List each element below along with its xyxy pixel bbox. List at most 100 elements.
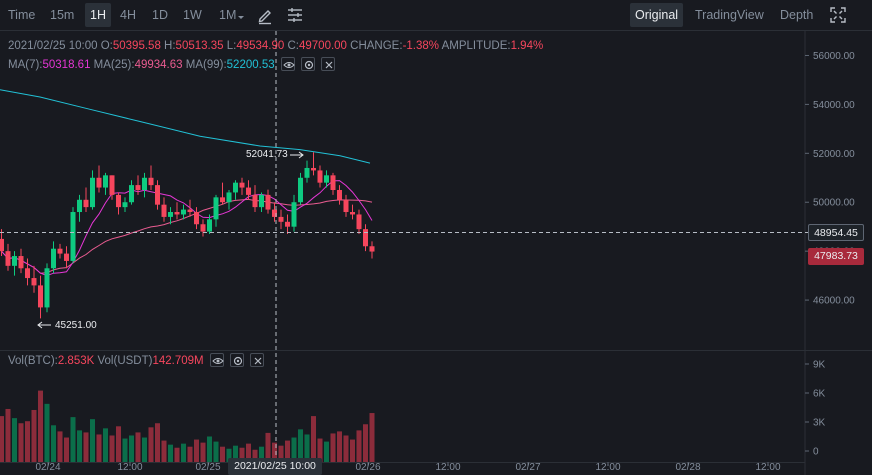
settings-sliders-icon[interactable]: [285, 5, 305, 25]
view-tradingview[interactable]: TradingView: [695, 8, 764, 22]
volume-bar: [369, 413, 375, 462]
interval-15m[interactable]: 15m: [50, 8, 75, 22]
ma99-value: 52200.53: [226, 59, 275, 72]
volume-bar: [77, 430, 82, 462]
ma7-line: [1, 180, 373, 277]
volume-bar: [272, 442, 277, 462]
settings-icon[interactable]: [301, 57, 316, 71]
interval-4h[interactable]: 4H: [120, 8, 136, 22]
volume-bar: [109, 435, 115, 462]
volume-bar: [83, 432, 89, 462]
candle-body: [363, 229, 368, 247]
candle-body: [116, 194, 121, 208]
ma25-label: MA(25):: [93, 59, 135, 72]
close-icon[interactable]: [250, 353, 265, 367]
volume-bar: [122, 438, 128, 462]
time-tick-label: 02/26: [355, 462, 380, 473]
volume-bar: [168, 444, 173, 462]
volume-bar: [304, 434, 310, 462]
ma25-value: 49934.63: [134, 59, 183, 72]
ma99-line: [0, 89, 371, 164]
volume-bar: [18, 423, 24, 462]
volume-bar: [90, 419, 95, 462]
volume-bar: [252, 449, 258, 462]
interval-1w[interactable]: 1W: [183, 8, 202, 22]
interval-1d[interactable]: 1D: [152, 8, 168, 22]
volume-bar: [25, 421, 30, 462]
volume-bar: [5, 408, 11, 462]
interval-1h[interactable]: 1H: [85, 3, 111, 27]
ma99-label: MA(99):: [185, 59, 227, 72]
volume-bar: [207, 436, 212, 462]
chart-toolbar: Time 15m 1H 4H 1D 1W 1M Original Trading…: [0, 0, 872, 31]
candle-body: [96, 177, 102, 188]
volume-bar: [181, 443, 186, 462]
candle-body: [64, 253, 69, 261]
candle-body: [70, 212, 76, 261]
volume-bar: [64, 437, 69, 462]
volume-bar: [298, 429, 303, 462]
high-arrow: [290, 151, 304, 159]
volume-bar: [38, 390, 43, 462]
fullscreen-icon[interactable]: [828, 5, 848, 25]
candle-body: [187, 209, 193, 213]
candle-body: [330, 175, 336, 190]
candle-body: [350, 212, 355, 215]
volume-bar: [155, 423, 160, 462]
price-tick-label: 52000.00: [813, 149, 855, 160]
close-label: C:: [287, 40, 299, 52]
candle-body: [174, 212, 180, 215]
high-price-label: 52041.73: [246, 149, 288, 160]
volume-bar: [324, 441, 329, 462]
volume-bar: [161, 440, 167, 462]
low-value: 49534.90: [236, 40, 285, 52]
volume-bar: [194, 439, 199, 462]
interval-time[interactable]: Time: [8, 8, 36, 22]
chevron-down-icon[interactable]: [238, 16, 244, 19]
candle-body: [311, 167, 316, 171]
volume-bar: [200, 442, 206, 462]
volume-bar: [330, 433, 336, 462]
candle-body: [0, 238, 4, 252]
candle-body: [83, 199, 89, 208]
vol-usdt-label: Vol(USDT): [97, 355, 153, 368]
time-tick-label: 12:00: [435, 462, 460, 473]
view-original[interactable]: Original: [630, 3, 684, 27]
volume-bar: [337, 431, 342, 462]
close-icon[interactable]: [321, 57, 336, 71]
volume-bar: [174, 447, 180, 462]
close-value: 49700.00: [298, 40, 347, 52]
candle-body: [18, 256, 24, 269]
settings-icon[interactable]: [230, 353, 245, 367]
volume-bar: [259, 446, 264, 462]
eye-icon[interactable]: [280, 57, 295, 71]
candle-body: [103, 175, 108, 188]
eye-icon[interactable]: [209, 353, 224, 367]
view-depth[interactable]: Depth: [780, 8, 814, 22]
volume-bar: [233, 445, 238, 462]
volume-bar: [343, 435, 349, 462]
interval-1m[interactable]: 1M: [219, 8, 237, 22]
volume-bar: [51, 425, 56, 462]
volume-bar: [239, 447, 245, 462]
ma7-label: MA(7):: [8, 59, 43, 72]
candle-body: [291, 202, 297, 227]
candle-body: [148, 177, 154, 186]
vol-btc-label: Vol(BTC):: [8, 355, 58, 368]
volume-bar: [148, 427, 154, 462]
candle-body: [122, 202, 128, 208]
candle-body: [285, 221, 290, 227]
volume-bar: [265, 432, 271, 462]
last-price-tag: 47983.73: [808, 248, 864, 265]
volume-bar: [116, 426, 121, 462]
chart-grid: [0, 31, 872, 475]
price-tick-label: 54000.00: [813, 100, 855, 111]
pencil-icon[interactable]: [255, 5, 275, 25]
volume-bar: [363, 424, 368, 462]
low-arrow: [37, 321, 51, 329]
high-value: 50513.35: [175, 40, 224, 52]
volume-bar: [246, 443, 251, 462]
volume-bar: [31, 409, 37, 462]
volume-tick-label: 6K: [813, 389, 826, 400]
